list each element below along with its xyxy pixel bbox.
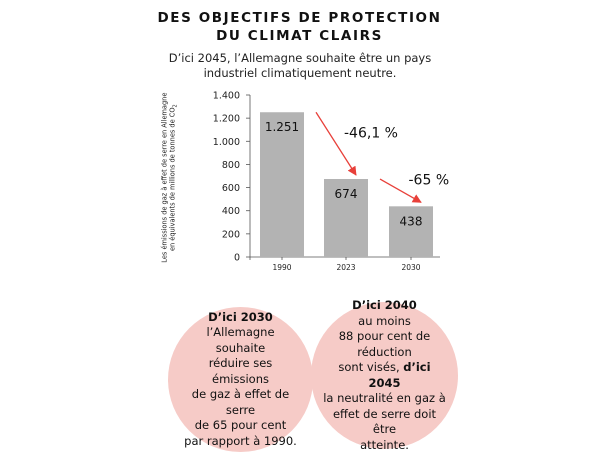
bar-value-label: 438 bbox=[400, 214, 423, 228]
goal-2045-bold: d’ici 2045 bbox=[368, 360, 431, 390]
y-tick-label: 600 bbox=[222, 183, 240, 194]
y-tick-label: 0 bbox=[234, 253, 240, 264]
x-tick-label: 2030 bbox=[401, 263, 420, 272]
goal-2030-circle: D’ici 2030 l’Allemagne souhaite réduire s… bbox=[168, 307, 313, 452]
subtitle: D’ici 2045, l’Allemagne souhaite être un… bbox=[150, 51, 450, 81]
goal-2030-line-3: de gaz à effet de serre bbox=[191, 387, 290, 417]
x-tick-label: 2023 bbox=[336, 263, 355, 272]
subtitle-line-2: industriel climatiquement neutre. bbox=[203, 66, 397, 80]
goal-2030-heading: D’ici 2030 bbox=[208, 309, 273, 324]
goal-2040-line-3-prefix: sont visés, bbox=[338, 360, 404, 374]
goal-2030-line-1: l’Allemagne souhaite bbox=[206, 325, 275, 355]
bar-1990 bbox=[260, 112, 304, 258]
y-axis: 0 200 400 600 800 1.000 1.200 1.400 bbox=[213, 91, 440, 264]
goal-2030-line-2: réduire ses émissions bbox=[208, 356, 273, 386]
goal-2030-line-5: par rapport à 1990. bbox=[184, 433, 297, 448]
change-annotations: -46,1 % -65 % bbox=[315, 111, 450, 203]
goal-2045-line-1: la neutralité en gaz à bbox=[323, 391, 446, 405]
change-label: -65 % bbox=[409, 173, 450, 189]
y-tick-label: 1.400 bbox=[213, 91, 240, 102]
change-arrow bbox=[379, 178, 422, 203]
bar-value-label: 674 bbox=[335, 187, 358, 201]
goal-2040-text: D’ici 2040 au moins 88 pour cent de rédu… bbox=[322, 298, 447, 453]
goal-2045-line-2: effet de serre doit être bbox=[332, 406, 437, 437]
change-arrow bbox=[315, 111, 357, 176]
y-tick-label: 1.000 bbox=[213, 137, 240, 148]
emissions-bar-chart: 0 200 400 600 800 1.000 1.200 1.400 1.251 674 438… bbox=[213, 91, 450, 273]
bar-2030 bbox=[389, 206, 433, 257]
goal-2040-line-2: 88 pour cent de réduction bbox=[338, 329, 431, 359]
y-tick-label: 1.200 bbox=[213, 114, 240, 125]
goal-2030-line-4: de 65 pour cent bbox=[194, 418, 287, 433]
x-axis-labels: 1990 2023 2030 bbox=[272, 257, 421, 272]
y-tick-label: 200 bbox=[222, 229, 240, 240]
bars: 1.251 674 438 bbox=[260, 112, 433, 258]
subtitle-line-1: D’ici 2045, l’Allemagne souhaite être un… bbox=[168, 51, 432, 65]
goal-2030-text: D’ici 2030 l’Allemagne souhaite réduire s… bbox=[181, 310, 301, 450]
y-tick-label: 400 bbox=[222, 206, 240, 217]
change-label: -46,1 % bbox=[344, 126, 398, 142]
x-tick-label: 1990 bbox=[272, 263, 291, 272]
goal-2040-circle: D’ici 2040 au moins 88 pour cent de rédu… bbox=[311, 298, 458, 452]
y-tick-label: 800 bbox=[222, 160, 240, 171]
goal-2040-line-3: sont visés, d’ici 2045 bbox=[322, 360, 447, 391]
goal-2040-line-1: au moins bbox=[358, 313, 411, 328]
title-line-1: DES OBJECTIFS DE PROTECTION bbox=[157, 10, 442, 26]
bar-value-label: 1.251 bbox=[265, 120, 299, 134]
title-line-2: DU CLIMAT CLAIRS bbox=[216, 28, 383, 44]
goal-2045-line-3: atteinte. bbox=[360, 437, 409, 452]
goal-2040-heading: D’ici 2040 bbox=[352, 298, 417, 312]
bar-2023 bbox=[324, 179, 368, 257]
